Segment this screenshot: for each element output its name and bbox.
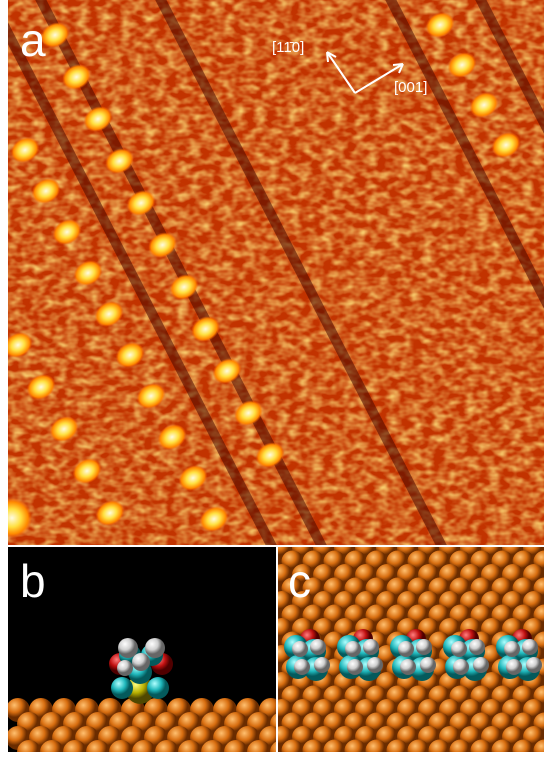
panel-label: b bbox=[20, 555, 46, 607]
atom bbox=[473, 657, 489, 673]
atom bbox=[522, 639, 538, 655]
atom bbox=[367, 657, 383, 673]
atom bbox=[526, 657, 542, 673]
page: [11̄0] [001] a b c (() => { const data =… bbox=[0, 0, 544, 760]
atom bbox=[504, 641, 520, 657]
atom bbox=[310, 639, 326, 655]
panel-a bbox=[0, 0, 544, 640]
atom bbox=[147, 677, 169, 699]
atom bbox=[398, 641, 414, 657]
atom bbox=[506, 659, 522, 675]
atom bbox=[451, 641, 467, 657]
atom bbox=[111, 677, 133, 699]
direction-label: [11̄0] bbox=[272, 39, 304, 56]
panel-c bbox=[271, 537, 544, 760]
atom bbox=[416, 639, 432, 655]
atom bbox=[145, 638, 165, 658]
atom bbox=[363, 639, 379, 655]
direction-label: [001] bbox=[394, 79, 427, 96]
panel-b bbox=[6, 547, 294, 760]
figure: [11̄0] [001] a b c bbox=[0, 0, 544, 760]
atom bbox=[345, 641, 361, 657]
atom bbox=[347, 659, 363, 675]
atom bbox=[469, 639, 485, 655]
atom bbox=[314, 657, 330, 673]
atom bbox=[118, 638, 138, 658]
atom bbox=[132, 653, 150, 671]
panel-label: a bbox=[20, 14, 46, 66]
atom bbox=[292, 641, 308, 657]
atom bbox=[453, 659, 469, 675]
panel-label: c bbox=[288, 555, 311, 607]
atom bbox=[294, 659, 310, 675]
atom bbox=[117, 660, 133, 676]
atom bbox=[400, 659, 416, 675]
atom bbox=[420, 657, 436, 673]
